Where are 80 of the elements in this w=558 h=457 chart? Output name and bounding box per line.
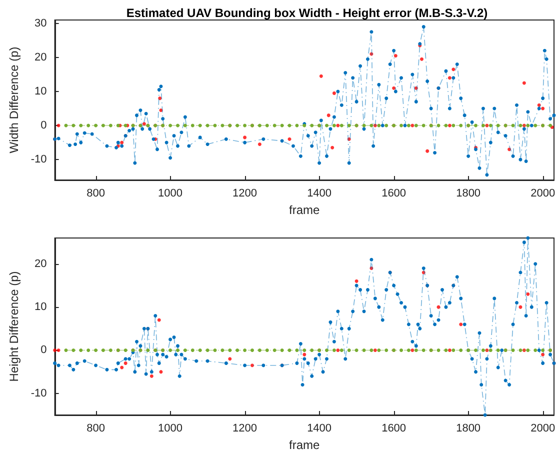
y-tick-label: 0	[40, 344, 47, 356]
x-tick-label: 2000	[530, 422, 556, 434]
y-tick-label: 20	[34, 258, 47, 270]
y-axis-title: Height Difference (p)	[7, 271, 21, 382]
point	[56, 348, 60, 352]
point	[526, 292, 530, 296]
point	[422, 270, 426, 274]
point	[541, 106, 545, 110]
x-tick-label: 1000	[158, 422, 183, 434]
point	[336, 348, 340, 352]
point	[288, 137, 292, 141]
point	[326, 114, 330, 118]
point	[452, 68, 456, 72]
point	[157, 318, 161, 322]
x-tick-label: 1600	[382, 422, 406, 434]
point	[150, 374, 154, 378]
point	[370, 266, 374, 270]
point	[354, 279, 358, 283]
point	[159, 370, 163, 374]
x-tick-label: 1400	[307, 422, 332, 434]
point	[522, 124, 526, 128]
point	[410, 348, 414, 352]
x-axis-title: frame	[289, 438, 320, 452]
point	[448, 348, 452, 352]
chart-title: Estimated UAV Bounding box Width - Height error (M.B-S.3-V.2)	[126, 6, 488, 20]
point	[373, 348, 377, 352]
point	[53, 348, 57, 352]
point	[373, 124, 377, 128]
point	[459, 322, 463, 326]
point	[302, 352, 306, 356]
point	[243, 136, 247, 140]
x-tick-label: 1000	[158, 188, 183, 200]
point	[124, 361, 128, 365]
point	[228, 357, 232, 361]
point	[522, 348, 526, 352]
point	[120, 140, 124, 144]
y-tick-label: 10	[34, 301, 47, 314]
point	[142, 122, 146, 126]
x-tick-label: 800	[86, 188, 105, 200]
point	[537, 103, 541, 107]
x-tick-label: 1800	[456, 422, 481, 434]
point	[426, 149, 430, 153]
x-tick-label: 1200	[232, 188, 258, 200]
point	[541, 352, 545, 356]
point	[336, 124, 340, 128]
y-tick-label: -10	[30, 154, 47, 166]
y-tick-label: 20	[34, 51, 47, 64]
point	[250, 364, 254, 368]
point	[258, 142, 262, 146]
point	[392, 86, 396, 90]
y-axis-title: Width Difference (p)	[7, 46, 21, 154]
point	[159, 108, 163, 112]
point	[448, 76, 452, 80]
point	[522, 81, 526, 85]
point	[448, 124, 452, 128]
point	[158, 96, 162, 100]
x-tick-label: 1800	[456, 188, 481, 200]
x-tick-label: 2000	[530, 188, 556, 200]
point	[347, 137, 351, 141]
point	[518, 305, 522, 309]
y-tick-label: 30	[34, 17, 47, 30]
y-tick-label: 10	[34, 85, 47, 98]
point	[330, 146, 334, 150]
x-tick-label: 1600	[382, 188, 406, 200]
x-tick-label: 800	[86, 422, 105, 434]
point	[485, 348, 489, 352]
point	[332, 91, 336, 95]
point	[420, 57, 424, 61]
x-axis-title: frame	[289, 203, 320, 217]
point	[319, 74, 323, 78]
x-tick-label: 1400	[307, 188, 332, 200]
point	[394, 54, 398, 58]
point	[414, 86, 418, 90]
y-tick-label: 0	[40, 120, 47, 132]
point	[508, 148, 512, 152]
point	[120, 366, 124, 370]
point	[410, 124, 414, 128]
x-tick-label: 1200	[232, 422, 258, 434]
point	[485, 124, 489, 128]
y-tick-label: -10	[30, 387, 47, 400]
